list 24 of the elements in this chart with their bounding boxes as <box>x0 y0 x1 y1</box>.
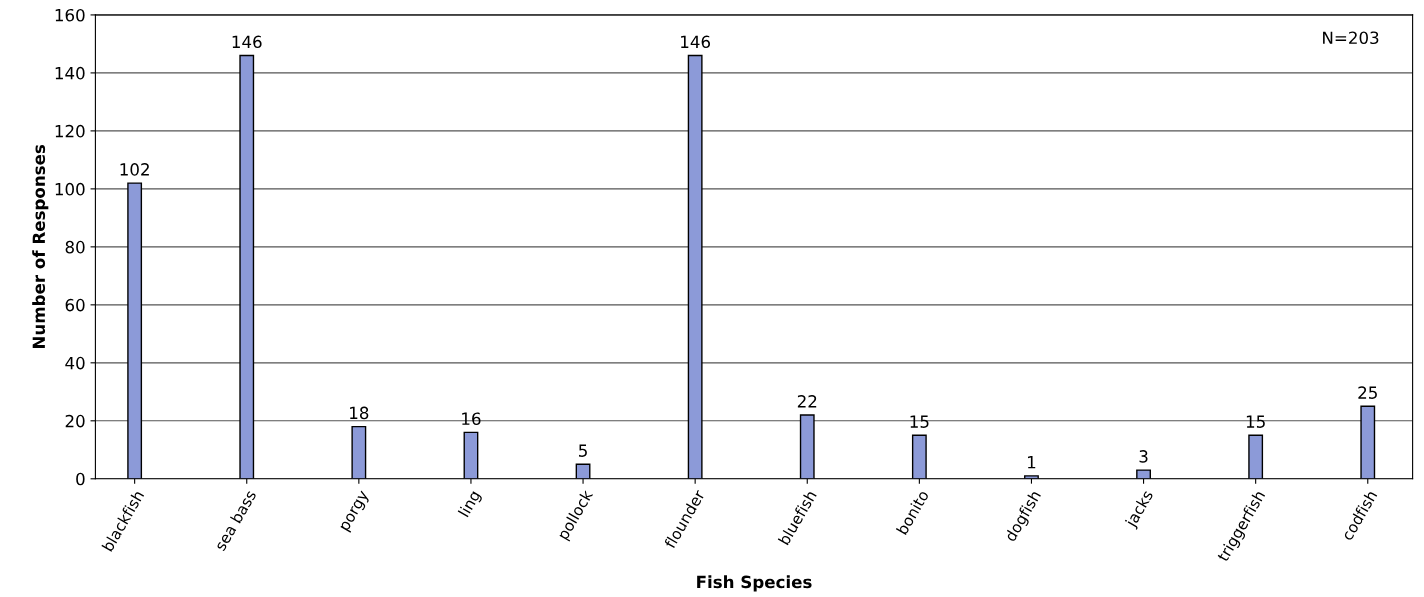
data-label: 15 <box>910 415 929 428</box>
y-tick-label: 80 <box>65 240 85 254</box>
y-tick-label: 160 <box>55 8 85 22</box>
data-label: 18 <box>350 406 369 420</box>
data-label: 3 <box>1139 450 1148 463</box>
y-tick-label: 0 <box>76 472 85 486</box>
x-axis-title: Fish Species <box>697 575 812 592</box>
data-label: 1 <box>1027 456 1036 469</box>
y-tick-label: 140 <box>55 66 85 80</box>
data-label: 16 <box>462 412 481 426</box>
data-label: 146 <box>232 35 262 49</box>
y-tick-label: 100 <box>55 182 85 196</box>
annotation: N=203 <box>1323 31 1379 45</box>
data-label: 146 <box>681 35 711 49</box>
y-axis-title: Number of Responses <box>32 144 49 349</box>
data-label: 15 <box>1246 415 1265 428</box>
y-tick-label: 120 <box>55 124 85 138</box>
y-tick-label: 60 <box>65 298 85 312</box>
data-label: 22 <box>797 395 817 408</box>
data-label: 102 <box>120 163 149 176</box>
data-label: 5 <box>579 444 587 457</box>
y-tick-label: 20 <box>65 414 85 428</box>
data-label: 25 <box>1358 386 1377 399</box>
y-tick-label: 40 <box>65 356 85 370</box>
